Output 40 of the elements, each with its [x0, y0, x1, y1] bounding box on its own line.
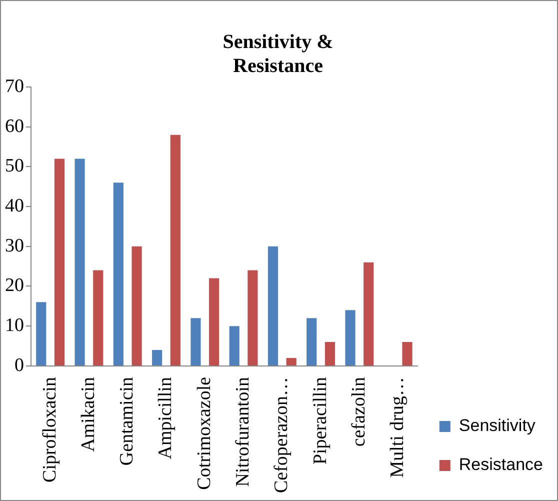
chart-title: Sensitivity & Resistance: [222, 31, 334, 78]
bar: [209, 278, 220, 366]
x-tick-label: Amikacin: [78, 376, 99, 452]
x-tick-label: Piperacillin: [310, 376, 331, 465]
bar: [324, 342, 336, 366]
y-tick-label: 20: [5, 275, 24, 296]
bar: [306, 318, 317, 366]
x-tick-label: Multi drug…: [387, 376, 408, 478]
bar: [190, 318, 201, 366]
x-tick-label: Ciprofloxacin: [39, 376, 60, 482]
bar: [93, 270, 104, 366]
x-tick-label: Gentamicin: [116, 376, 138, 466]
y-tick-label: 40: [5, 196, 24, 217]
x-tick-label: Nitrofurantoin: [232, 376, 254, 487]
y-tick-label: 60: [5, 116, 24, 137]
bar: [36, 302, 46, 366]
bar: [132, 246, 142, 366]
bar: [345, 310, 356, 366]
y-tick-label: 70: [5, 76, 24, 97]
legend-label: Sensitivity: [458, 416, 536, 436]
x-tick-label: Ampicillin: [155, 376, 176, 460]
bar: [170, 134, 180, 366]
bar: [364, 262, 374, 366]
bar: [152, 350, 162, 366]
y-tick-label: 50: [5, 156, 24, 177]
bar: [248, 270, 258, 366]
y-tick-label: 10: [5, 315, 24, 336]
bar: [54, 158, 65, 366]
x-tick-label: Cotrimoxazole: [194, 376, 215, 490]
bar: [113, 182, 124, 366]
x-tick-label: cefazolin: [348, 376, 370, 447]
x-tick-label: Cefoperazon…: [271, 376, 292, 494]
bar: [268, 246, 278, 366]
bar: [74, 158, 85, 366]
legend-label: Resistance: [458, 455, 544, 474]
y-tick-label: 0: [14, 354, 24, 376]
bar: [286, 358, 296, 366]
bar: [229, 326, 240, 366]
bar: [402, 342, 412, 366]
y-tick-label: 30: [5, 235, 24, 256]
